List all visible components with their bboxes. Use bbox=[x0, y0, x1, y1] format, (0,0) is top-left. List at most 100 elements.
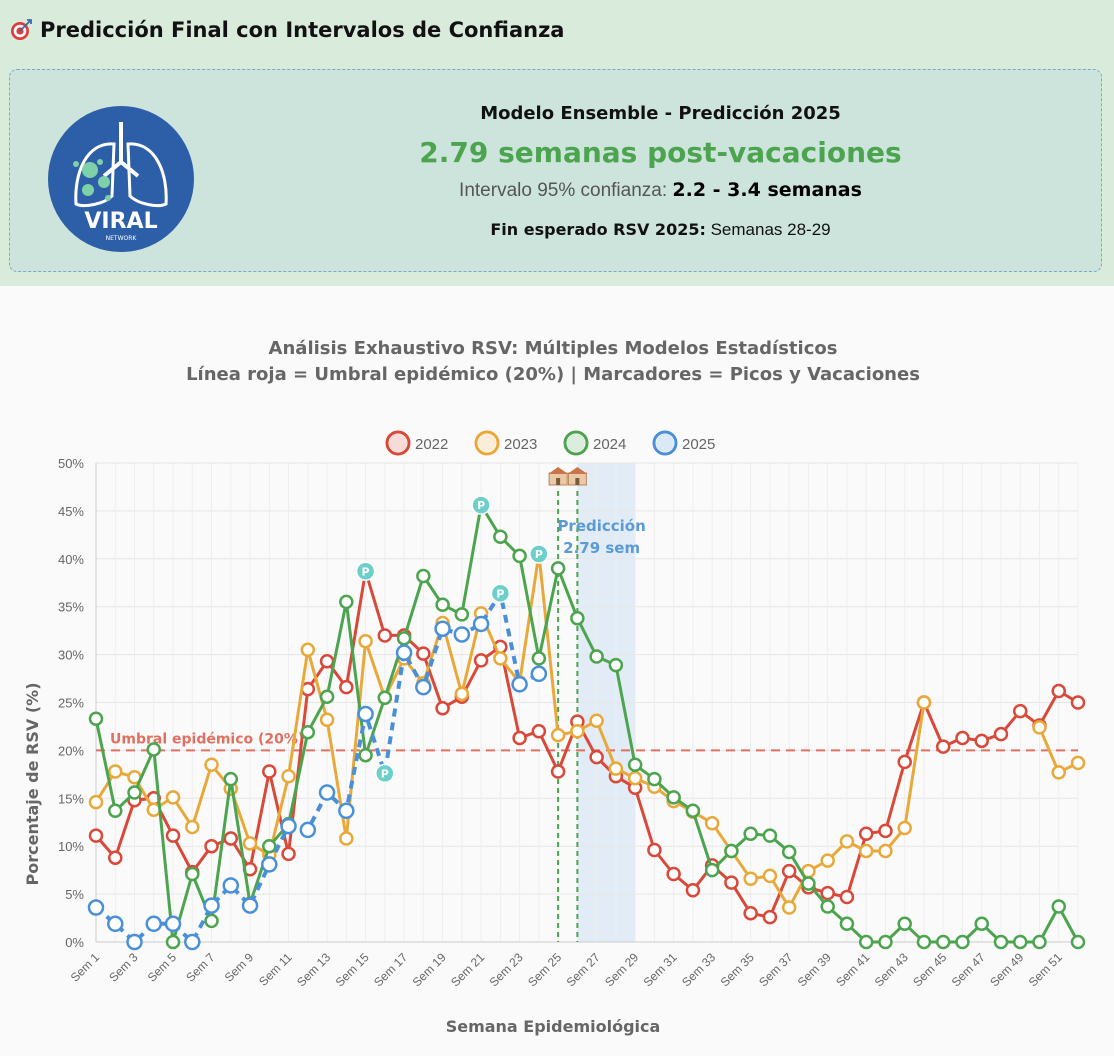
data-point-2025 bbox=[395, 644, 413, 661]
data-point-2024 bbox=[165, 934, 181, 950]
data-point-2024 bbox=[127, 785, 142, 800]
x-tick-label: Sem 3 bbox=[106, 950, 141, 985]
data-point-2022 bbox=[820, 885, 835, 901]
x-tick-label: Sem 5 bbox=[145, 950, 180, 985]
data-point-2024 bbox=[1051, 899, 1066, 914]
x-tick-label: Sem 49 bbox=[987, 950, 1026, 989]
legend-swatch-2025 bbox=[652, 430, 678, 456]
data-point-2022 bbox=[319, 654, 335, 669]
chart-subtitle: Línea roja = Umbral epidémico (20%) | Ma… bbox=[186, 364, 920, 385]
x-tick-label: Sem 21 bbox=[448, 950, 487, 989]
data-point-2023 bbox=[242, 836, 258, 851]
data-point-2023 bbox=[858, 843, 874, 859]
data-point-2024 bbox=[204, 913, 219, 929]
y-tick-label: 25% bbox=[58, 696, 84, 711]
data-point-2023 bbox=[570, 723, 585, 739]
data-point-2023 bbox=[897, 820, 912, 836]
peak-marker bbox=[490, 583, 511, 604]
data-point-2022 bbox=[589, 749, 604, 765]
data-point-2023 bbox=[281, 769, 296, 784]
data-point-2024 bbox=[223, 771, 239, 787]
data-point-2025 bbox=[203, 897, 220, 914]
y-tick-label: 40% bbox=[58, 552, 84, 567]
data-point-2024 bbox=[589, 649, 604, 664]
x-tick-label: Sem 47 bbox=[949, 950, 988, 989]
model-label: Modelo Ensemble - Predicción 2025 bbox=[480, 103, 841, 124]
data-point-2025 bbox=[318, 784, 336, 801]
x-tick-label: Sem 11 bbox=[256, 950, 295, 989]
data-point-2023 bbox=[820, 853, 835, 868]
school-door bbox=[556, 478, 561, 485]
prediction-label: Predicción bbox=[557, 517, 645, 535]
school-roof bbox=[567, 467, 588, 474]
peak-marker bbox=[529, 544, 549, 564]
data-point-2024 bbox=[358, 747, 373, 763]
data-point-2023 bbox=[319, 712, 335, 727]
data-point-2022 bbox=[666, 866, 681, 882]
data-point-2024 bbox=[339, 594, 354, 610]
x-tick-label: Sem 35 bbox=[718, 950, 757, 989]
data-point-2024 bbox=[88, 711, 104, 727]
data-point-2024 bbox=[955, 934, 970, 950]
data-point-2022 bbox=[204, 838, 219, 854]
data-point-2022 bbox=[165, 828, 181, 843]
data-point-2024 bbox=[897, 916, 912, 932]
data-point-2022 bbox=[473, 653, 489, 668]
data-point-2022 bbox=[339, 679, 354, 695]
data-point-2022 bbox=[435, 700, 450, 716]
data-point-2024 bbox=[724, 843, 739, 859]
data-point-2022 bbox=[262, 764, 277, 779]
data-point-2024 bbox=[743, 826, 758, 841]
data-point-2022 bbox=[550, 764, 566, 779]
data-point-2024 bbox=[704, 862, 720, 878]
y-tick-label: 10% bbox=[58, 839, 84, 854]
data-point-2024 bbox=[531, 651, 547, 666]
data-point-2023 bbox=[743, 871, 758, 887]
x-tick-label: Sem 37 bbox=[756, 950, 795, 989]
data-point-2025 bbox=[415, 678, 432, 696]
data-point-2024 bbox=[570, 610, 585, 626]
y-tick-label: 20% bbox=[58, 743, 84, 758]
data-point-2024 bbox=[935, 934, 951, 950]
y-tick-label: 5% bbox=[65, 887, 84, 902]
legend-swatch-fill-2024 bbox=[567, 434, 585, 452]
data-point-2023 bbox=[1070, 755, 1086, 771]
data-point-2025 bbox=[472, 615, 490, 633]
logo-text: VIRAL bbox=[84, 209, 157, 234]
x-tick-label: Sem 15 bbox=[333, 950, 372, 989]
data-point-2022 bbox=[647, 842, 662, 858]
end-value: Semanas 28-29 bbox=[710, 220, 831, 239]
data-point-2024 bbox=[319, 689, 335, 705]
lungs-virus-logo: VIRAL NETWORK bbox=[48, 106, 194, 252]
target-icon bbox=[11, 19, 32, 40]
interval-label: Intervalo 95% confianza: bbox=[459, 180, 668, 201]
data-point-2024 bbox=[647, 771, 662, 787]
rsv-line-chart: Análisis Exhaustivo RSV: Múltiples Model… bbox=[23, 338, 1086, 1036]
data-point-2024 bbox=[550, 561, 566, 576]
logo-subtext: NETWORK bbox=[106, 235, 138, 242]
data-point-2025 bbox=[184, 933, 201, 951]
prediction-details: Modelo Ensemble - Predicción 2025 2.79 s… bbox=[260, 70, 1061, 240]
data-point-2022 bbox=[974, 733, 989, 749]
data-point-2025 bbox=[222, 877, 240, 894]
data-point-2024 bbox=[762, 828, 778, 843]
data-point-2023 bbox=[1032, 720, 1047, 735]
data-point-2025 bbox=[357, 705, 374, 723]
series-line-2024 bbox=[94, 503, 1080, 944]
y-tick-label: 45% bbox=[58, 504, 84, 519]
school-roof bbox=[548, 467, 569, 474]
data-point-2023 bbox=[108, 764, 123, 779]
x-tick-label: Sem 25 bbox=[525, 950, 564, 989]
peak-marker bbox=[355, 561, 376, 582]
x-tick-label: Sem 45 bbox=[910, 950, 949, 989]
data-point-2022 bbox=[935, 739, 951, 754]
data-point-2025 bbox=[299, 821, 317, 839]
data-point-2024 bbox=[858, 934, 874, 950]
data-point-2022 bbox=[223, 831, 239, 846]
x-tick-label: Sem 41 bbox=[833, 950, 872, 989]
prediction-label: 2.79 sem bbox=[563, 539, 640, 557]
data-point-2022 bbox=[531, 723, 547, 739]
data-point-2024 bbox=[839, 916, 855, 932]
legend-swatch-2022 bbox=[385, 430, 411, 456]
data-point-2022 bbox=[839, 889, 855, 905]
